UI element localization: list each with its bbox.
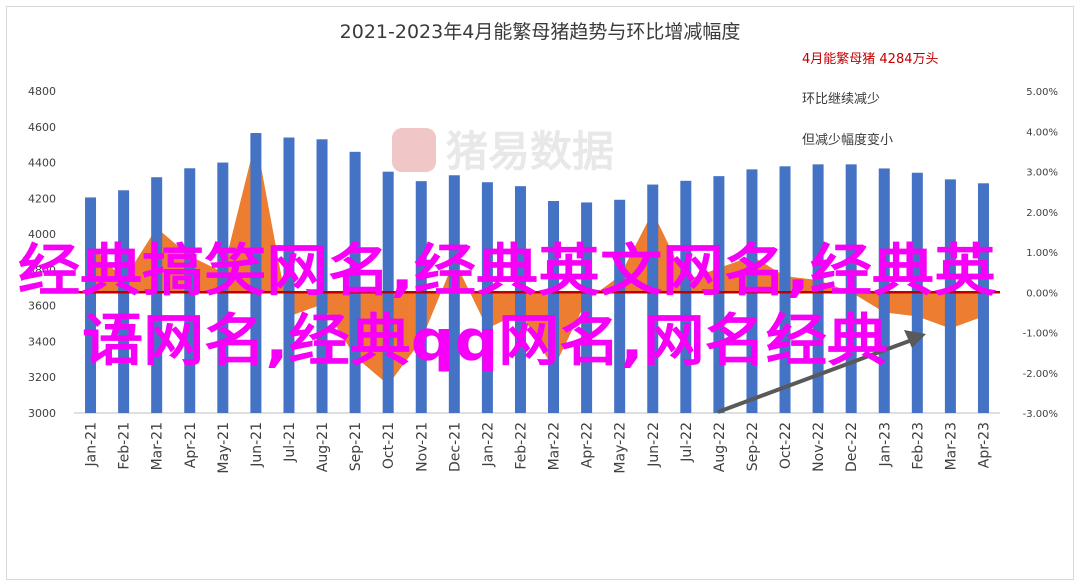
x-tick-label: May-21 [216, 422, 232, 474]
x-tick-label: Sep-21 [348, 422, 364, 471]
bar-Dec-21 [448, 175, 460, 413]
bar-Nov-21 [415, 181, 427, 413]
x-tick-label: Jan-22 [480, 422, 496, 467]
annotation-line-1: 4月能繁母猪 4284万头 [802, 51, 939, 67]
x-tick-label: Feb-23 [910, 422, 926, 470]
x-tick-label: Dec-22 [844, 422, 860, 472]
x-tick-label: Nov-22 [811, 422, 827, 472]
right-tick-label: -2.00% [1023, 369, 1058, 380]
x-tick-label: Jul-21 [282, 422, 298, 463]
chart-title: 2021-2023年4月能繁母猪趋势与环比增减幅度 [340, 21, 741, 43]
trend-arrow-head-icon [904, 330, 926, 348]
right-tick-label: -1.00% [1023, 329, 1058, 340]
bar-Jul-22 [680, 180, 692, 413]
left-tick-label: 3000 [28, 407, 56, 420]
left-tick-label: 3800 [28, 264, 56, 277]
bar-Nov-22 [812, 164, 824, 413]
bar-Dec-22 [845, 164, 857, 413]
watermark: 猪易数据 [392, 127, 614, 176]
annotation-line-2: 环比继续减少 [802, 92, 880, 107]
bar-Mar-21 [151, 177, 163, 413]
right-tick-label: 3.00% [1026, 168, 1058, 179]
x-tick-label: Mar-23 [943, 422, 959, 470]
right-tick-label: 0.00% [1026, 288, 1058, 299]
left-tick-label: 3600 [28, 300, 56, 313]
bar-Feb-22 [514, 186, 526, 413]
bar-Jun-22 [647, 184, 659, 413]
bar-Mar-23 [944, 179, 956, 413]
bar-Sep-21 [349, 151, 361, 414]
overlay-caption-line-1: 经典搞笑网名,经典英文网名,经典英 [18, 239, 997, 304]
x-tick-label: Oct-22 [778, 422, 794, 469]
annotation-line-3: 但减少幅度变小 [802, 132, 893, 148]
bar-Apr-22 [581, 202, 593, 413]
bar-Apr-23 [977, 183, 989, 413]
bar-Jan-23 [878, 168, 890, 413]
right-tick-label: -3.00% [1023, 409, 1058, 420]
bar-Apr-21 [184, 168, 196, 413]
x-tick-label: Oct-21 [381, 422, 397, 469]
left-tick-label: 4200 [28, 192, 56, 205]
trend-arrow-line [717, 338, 913, 414]
bar-Mar-22 [548, 201, 560, 413]
x-tick-label: Sep-22 [745, 422, 761, 471]
x-tick-label: Mar-21 [150, 422, 166, 470]
x-tick-label: Nov-21 [414, 422, 430, 472]
x-tick-label: Feb-21 [117, 422, 133, 470]
bar-Aug-21 [316, 139, 328, 414]
x-tick-label: Apr-21 [183, 422, 199, 468]
mom-change-area [90, 139, 984, 385]
left-tick-label: 3400 [28, 335, 56, 348]
bar-Jul-21 [283, 137, 295, 413]
bar-Jan-21 [85, 197, 97, 413]
mom-change-area-shape [90, 139, 984, 385]
x-tick-label: Jan-21 [84, 422, 100, 467]
right-tick-label: 4.00% [1026, 127, 1058, 138]
bar-Jun-21 [250, 133, 262, 414]
x-tick-label: Feb-22 [513, 422, 529, 470]
bar-Aug-22 [713, 176, 725, 413]
bar-Oct-22 [779, 166, 791, 413]
x-tick-label: Aug-21 [315, 422, 331, 472]
x-tick-label: Apr-22 [580, 422, 596, 468]
x-tick-label: Apr-23 [976, 422, 992, 468]
x-tick-label: Mar-22 [547, 422, 563, 470]
x-tick-label: Jul-22 [679, 422, 695, 463]
right-tick-label: 5.00% [1026, 87, 1058, 98]
right-axis-ticks: -3.00% -2.00% -1.00% 0.00% 1.00% 2.00% 3.00% 4.… [1023, 87, 1058, 420]
right-tick-label: 1.00% [1026, 248, 1058, 259]
x-tick-label: Aug-22 [712, 422, 728, 472]
x-tick-label: Jun-21 [249, 422, 265, 468]
bar-Feb-21 [118, 190, 130, 413]
left-tick-label: 4800 [28, 85, 56, 98]
left-axis-ticks: 3000 3200 3400 3600 3800 4000 4200 4400 4600 4800 [28, 85, 56, 420]
left-tick-label: 4400 [28, 157, 56, 170]
bar-Jan-22 [481, 182, 493, 413]
overlay-caption: 经典搞笑网名,经典英文网名,经典英 语网名,经典qq网名,网名经典 [18, 239, 997, 374]
x-tick-label: Jun-22 [646, 422, 662, 468]
bar-May-22 [614, 199, 626, 413]
trend-arrow [717, 330, 926, 414]
right-tick-label: 2.00% [1026, 208, 1058, 219]
x-axis-ticks: Jan-21 Feb-21 Mar-21 Apr-21 May-21 Jun-21 Jul-… [84, 422, 993, 474]
left-tick-label: 3200 [28, 371, 56, 384]
left-tick-label: 4600 [28, 121, 56, 134]
watermark-text: 猪易数据 [446, 127, 614, 176]
overlay-caption-line-2: 语网名,经典qq网名,网名经典 [82, 309, 888, 374]
x-tick-label: May-22 [613, 422, 629, 474]
bar-May-21 [217, 162, 229, 413]
annotations: 4月能繁母猪 4284万头 环比继续减少 但减少幅度变小 [802, 51, 939, 148]
left-tick-label: 4000 [28, 228, 56, 241]
watermark-logo-icon [392, 128, 436, 172]
x-tick-label: Jan-23 [877, 422, 893, 467]
x-tick-label: Dec-21 [447, 422, 463, 472]
